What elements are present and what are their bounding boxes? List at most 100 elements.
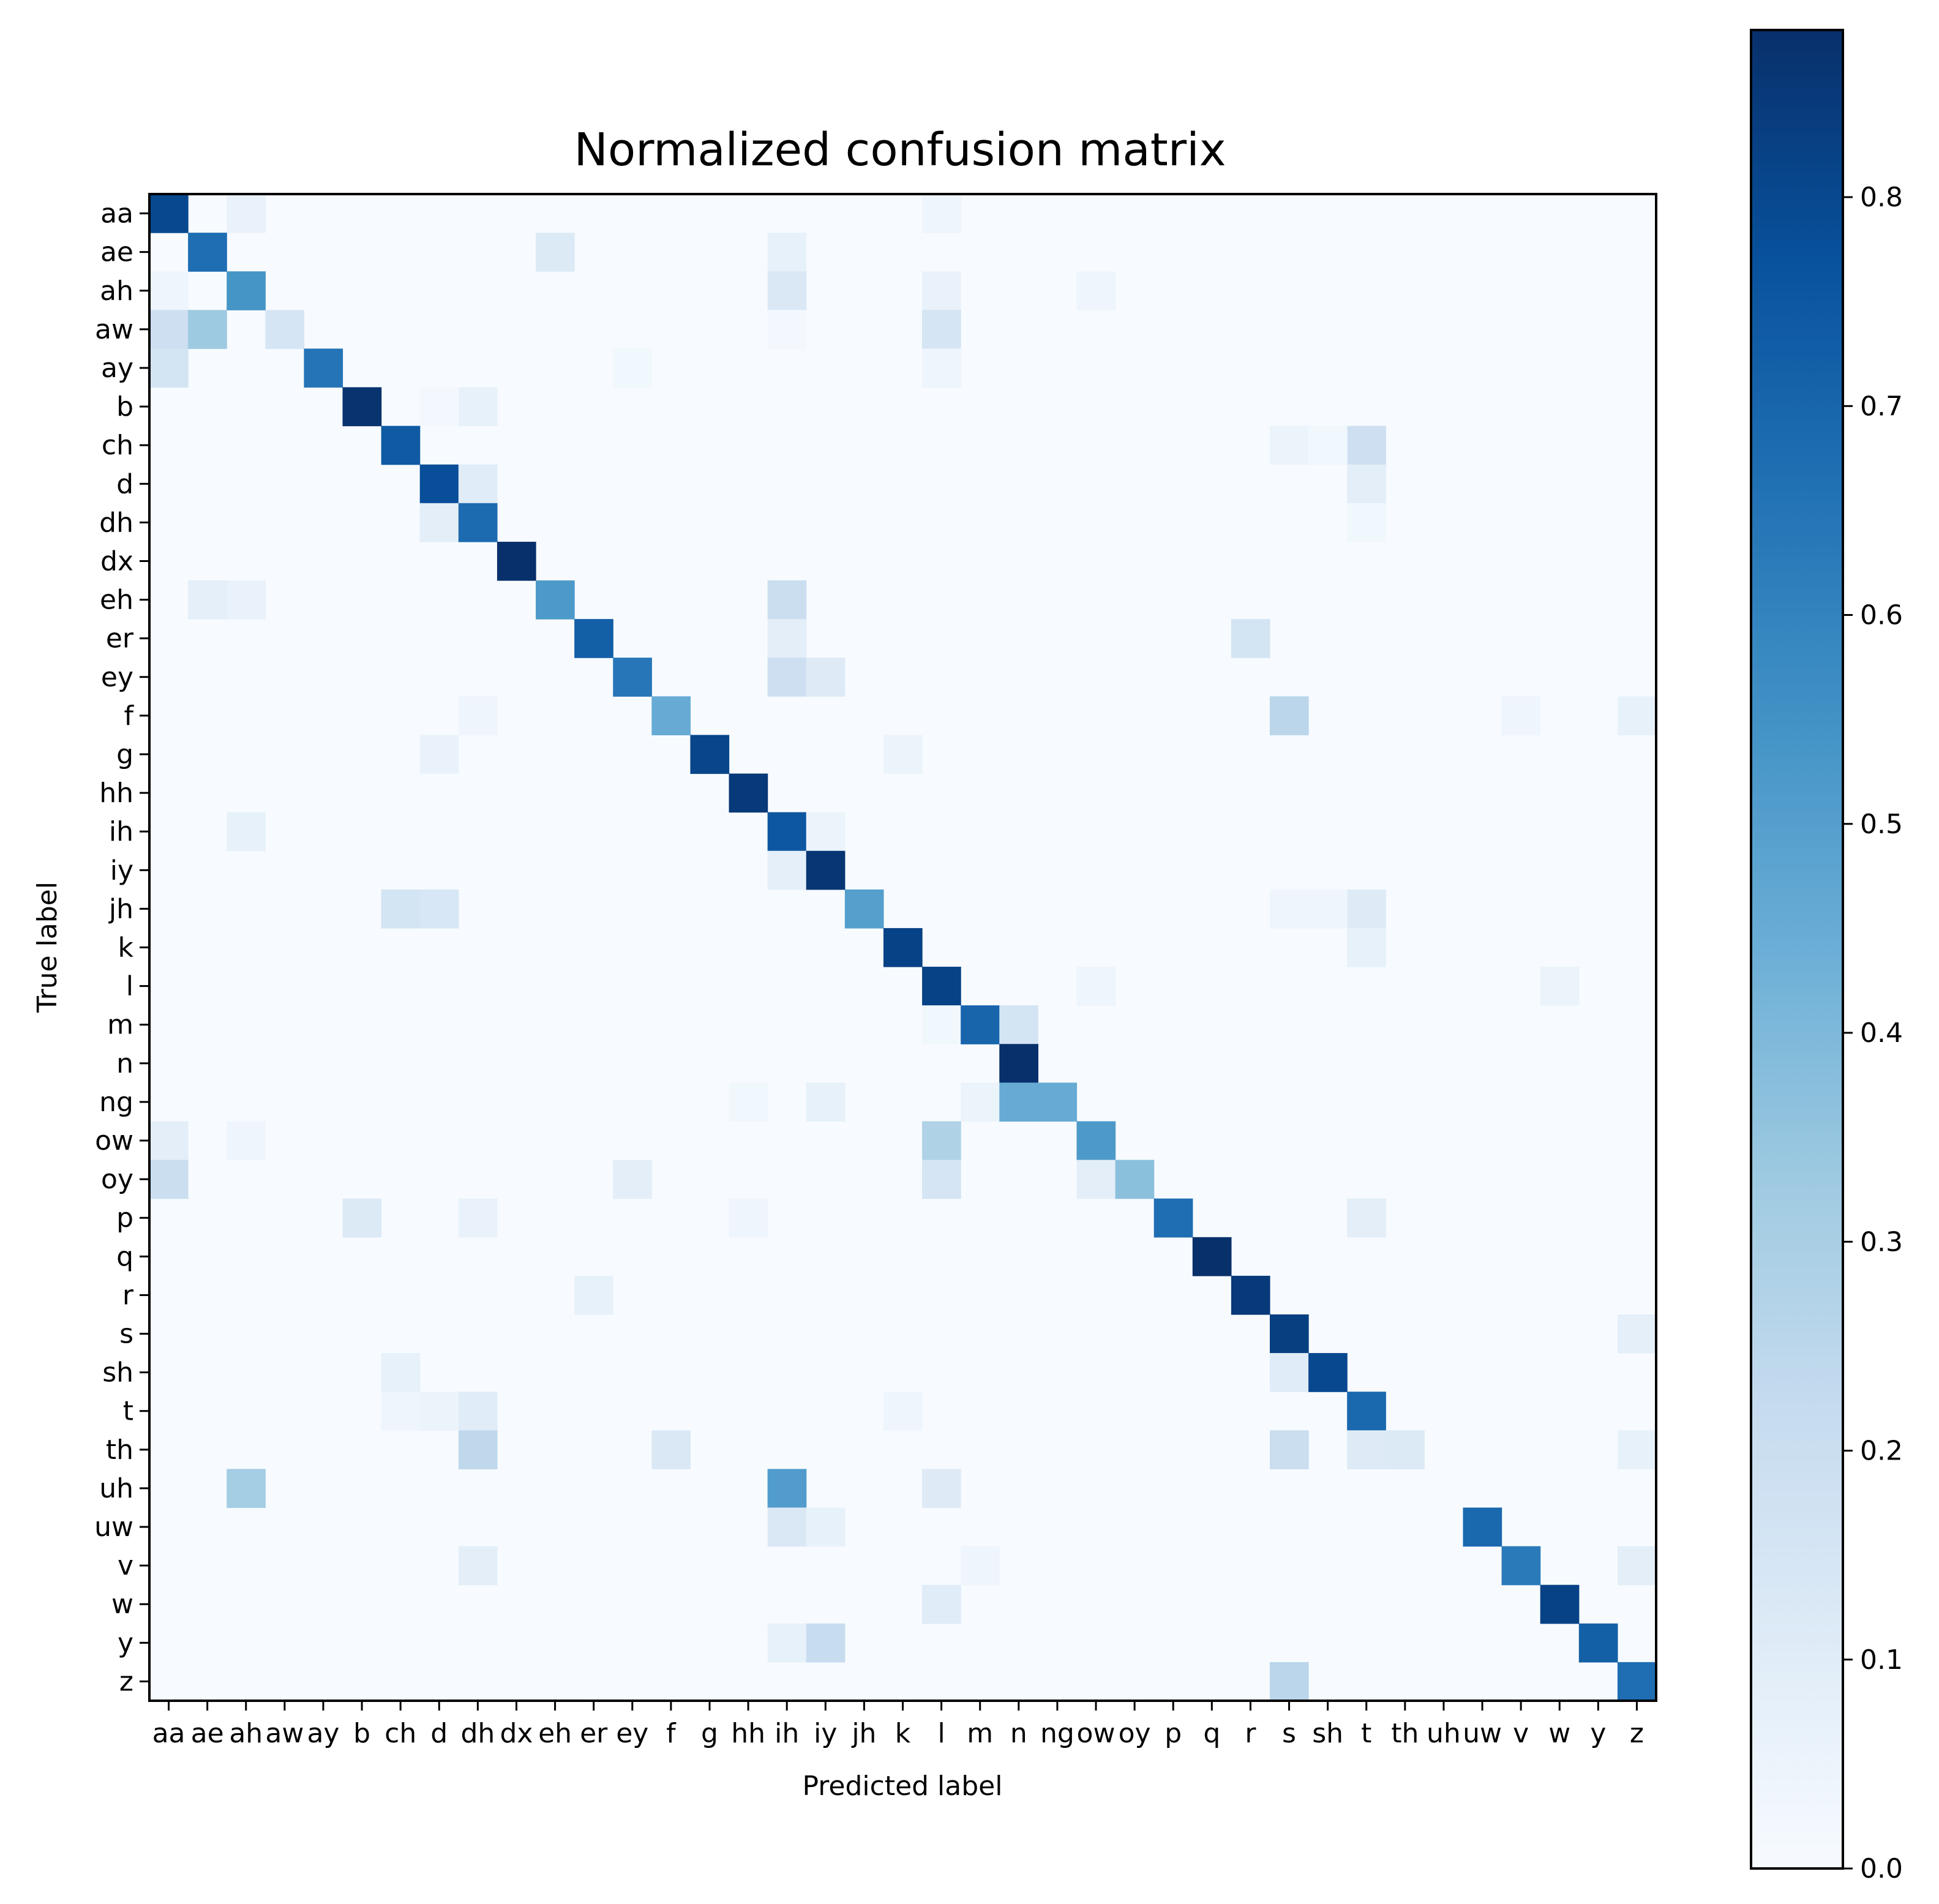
y-tick-label-th: th	[106, 1434, 133, 1466]
heatmap-cell-th-z	[1617, 1430, 1657, 1469]
x-tick-label-sh: sh	[1312, 1718, 1343, 1749]
x-axis-label: Predicted label	[803, 1771, 1003, 1802]
x-tick-label-uh: uh	[1427, 1718, 1461, 1749]
heatmap-cell-oy-ey	[613, 1160, 652, 1199]
heatmap-cell-sh-ch	[381, 1353, 421, 1392]
heatmap-cell-jh-d	[419, 889, 459, 929]
y-tick-label-uh: uh	[99, 1473, 133, 1504]
y-tick-label-p: p	[116, 1202, 133, 1234]
y-tick-label-t: t	[123, 1396, 133, 1427]
heatmap-cell-ih-ah	[227, 812, 266, 852]
heatmap-cell-f-z	[1617, 696, 1657, 736]
y-tick-label-ay: ay	[101, 353, 133, 384]
y-tick-label-iy: iy	[110, 855, 133, 886]
heatmap-cell-uh-ah	[227, 1469, 266, 1509]
heatmap-cell-z-s	[1269, 1662, 1309, 1701]
heatmap-cell-k-k	[883, 928, 923, 967]
heatmap-cell-ah-ih	[767, 271, 807, 310]
colorbar-tick-label-0.0: 0.0	[1860, 1853, 1903, 1884]
x-tick-label-er: er	[580, 1718, 608, 1749]
heatmap-cell-ay-aa	[149, 348, 189, 388]
heatmap-cell-ch-ch	[381, 425, 421, 465]
colorbar-ticks: 0.0 0.1 0.2 0.3 0.4 0.5 0.6 0.7 0.8	[1843, 182, 1903, 1884]
heatmap-cell-t-t	[1347, 1392, 1386, 1431]
heatmap-cell-ah-aa	[149, 271, 189, 310]
heatmap-cell-t-dh	[458, 1392, 498, 1431]
x-tick-label-s: s	[1282, 1718, 1296, 1749]
x-tick-label-ah: ah	[229, 1718, 263, 1749]
heatmap-cell-d-d	[419, 464, 459, 504]
heatmap-cell-th-dh	[458, 1430, 498, 1469]
heatmap-cell-ch-t	[1347, 425, 1386, 465]
heatmap-cell-ng-ng	[1038, 1082, 1078, 1122]
y-tick-label-ih: ih	[109, 816, 133, 847]
heatmap-cell-er-r	[1231, 619, 1270, 658]
heatmap-cell-f-s	[1269, 696, 1309, 736]
heatmap-cell-aa-ah	[227, 194, 266, 233]
heatmap-cell-ey-ih	[767, 658, 807, 697]
colorbar-tick-label-0.1: 0.1	[1860, 1644, 1903, 1676]
colorbar-tick-label-0.4: 0.4	[1860, 1018, 1903, 1049]
y-tick-label-f: f	[124, 700, 135, 732]
y-tick-label-oy: oy	[101, 1164, 133, 1195]
y-tick-label-q: q	[116, 1241, 133, 1272]
heatmap-cell-ow-ah	[227, 1121, 266, 1161]
y-tick-label-dx: dx	[100, 545, 133, 577]
x-tick-label-ih: ih	[774, 1718, 799, 1749]
x-tick-label-ng: ng	[1040, 1718, 1075, 1749]
x-tick-label-hh: hh	[731, 1718, 765, 1749]
x-tick-label-uw: uw	[1463, 1718, 1502, 1749]
x-tick-label-r: r	[1245, 1718, 1256, 1749]
y-tick-label-dh: dh	[99, 507, 133, 538]
heatmap-cell-eh-eh	[536, 580, 575, 620]
heatmap-cell-l-w	[1540, 967, 1580, 1006]
heatmap-cell-p-b	[342, 1198, 382, 1238]
y-tick-label-jh: jh	[108, 893, 133, 924]
heatmap-cell-f-dh	[458, 696, 498, 736]
heatmap-cell-ey-ey	[613, 658, 652, 697]
y-tick-label-s: s	[119, 1319, 133, 1350]
y-tick-label-l: l	[126, 971, 133, 1002]
y-tick-label-sh: sh	[102, 1357, 133, 1389]
x-tick-label-f: f	[666, 1718, 677, 1749]
heatmap-cell-aw-ae	[188, 310, 227, 350]
x-tick-label-dx: dx	[500, 1718, 533, 1749]
x-tick-label-ow: ow	[1077, 1718, 1116, 1749]
heatmap-cell-q-q	[1192, 1237, 1232, 1276]
heatmap-cell-ey-iy	[806, 658, 846, 697]
x-tick-label-v: v	[1513, 1718, 1529, 1749]
y-tick-label-g: g	[116, 739, 133, 770]
heatmap-cell-b-d	[419, 387, 459, 427]
heatmap-cell-t-d	[419, 1392, 459, 1431]
heatmap-cell-ng-n	[999, 1082, 1038, 1122]
heatmap-cell-g-g	[690, 735, 730, 774]
x-tick-label-ey: ey	[616, 1718, 648, 1749]
heatmap-cell-t-k	[883, 1392, 923, 1431]
heatmap-cell-jh-jh	[844, 889, 884, 929]
y-tick-label-ah: ah	[100, 275, 133, 307]
colorbar-tick-label-0.7: 0.7	[1860, 391, 1903, 422]
heatmap-cell-m-m	[961, 1005, 1000, 1044]
heatmap-cell-eh-ih	[767, 580, 807, 620]
heatmap-cell-d-t	[1347, 464, 1386, 504]
heatmap-cell-dh-t	[1347, 503, 1386, 542]
heatmap-cell-ay-ey	[613, 348, 652, 388]
x-tick-label-t: t	[1361, 1718, 1371, 1749]
heatmap-cell-ch-sh	[1308, 425, 1348, 465]
heatmap-cell-ay-l	[922, 348, 961, 388]
heatmap-cell-oy-oy	[1115, 1160, 1155, 1199]
heatmap-cell-ih-ih	[767, 812, 807, 852]
y-tick-label-w: w	[111, 1589, 133, 1620]
y-tick-label-k: k	[118, 932, 134, 964]
y-tick-label-ae: ae	[100, 237, 133, 268]
heatmap-cell-w-l	[922, 1584, 961, 1624]
heatmap-cell-p-p	[1153, 1198, 1193, 1238]
y-tick-label-ey: ey	[101, 662, 133, 693]
heatmap-cell-p-t	[1347, 1198, 1386, 1238]
x-tick-label-dh: dh	[460, 1718, 495, 1749]
heatmap-cell-aw-aa	[149, 310, 189, 350]
x-axis-ticks: aa ae ah aw ay b ch d dh dx eh er ey f g hh ih iy jh k l m n ng…	[152, 1701, 1644, 1749]
heatmap-cell-sh-s	[1269, 1353, 1309, 1392]
colorbar	[1750, 29, 1844, 1870]
